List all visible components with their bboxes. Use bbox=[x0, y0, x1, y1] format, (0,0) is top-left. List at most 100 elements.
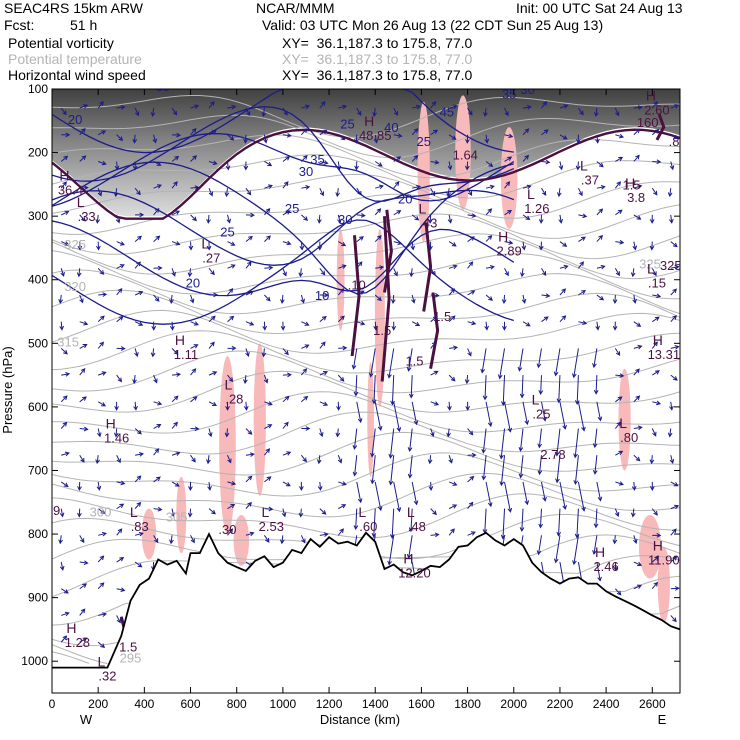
wind-vector bbox=[633, 584, 643, 590]
wind-vector bbox=[484, 134, 490, 144]
wind-vector bbox=[667, 428, 673, 438]
wind-vector bbox=[615, 156, 624, 162]
wind-shade-blob bbox=[253, 343, 266, 496]
wind-vector bbox=[97, 267, 105, 275]
extremum-type-label: L bbox=[580, 157, 588, 173]
extremum-value-label: .30 bbox=[218, 522, 236, 537]
wind-vector bbox=[541, 159, 551, 165]
wind-vector bbox=[263, 374, 269, 384]
wind-contour-label: 20 bbox=[68, 112, 82, 127]
wind-vector bbox=[517, 348, 524, 372]
wind-speed-contour bbox=[52, 220, 515, 297]
wind-vector bbox=[319, 508, 327, 515]
wind-vector bbox=[504, 133, 514, 139]
wind-vector bbox=[319, 160, 329, 165]
wind-contour-label: 25 bbox=[416, 134, 430, 149]
wind-vector bbox=[504, 401, 513, 433]
wind-vector bbox=[430, 187, 436, 197]
wind-vector bbox=[150, 348, 156, 358]
model-title: SEAC4RS 15km ARW bbox=[4, 0, 144, 16]
wind-vector bbox=[410, 241, 416, 251]
wind-vector bbox=[593, 108, 599, 118]
wind-vector bbox=[264, 424, 273, 429]
wind-vector bbox=[282, 481, 291, 487]
wind-vector bbox=[651, 341, 658, 349]
wind-vector bbox=[281, 508, 287, 518]
wind-vector bbox=[337, 288, 345, 296]
wind-vector bbox=[153, 207, 160, 216]
wind-vector bbox=[596, 294, 605, 301]
y-tick-label: 700 bbox=[28, 463, 48, 477]
wind-vector bbox=[354, 134, 359, 144]
wind-vector bbox=[356, 290, 365, 296]
wind-vector bbox=[522, 154, 530, 162]
wind-vector bbox=[206, 455, 211, 465]
wind-vector bbox=[504, 209, 513, 216]
x-tick-label: 2000 bbox=[500, 697, 527, 711]
wind-vector bbox=[317, 214, 322, 224]
wind-vector bbox=[61, 372, 71, 377]
wind-vector bbox=[59, 508, 65, 518]
wind-vector bbox=[77, 508, 82, 518]
wind-vector bbox=[670, 134, 679, 140]
wind-speed-contour bbox=[52, 106, 515, 202]
wind-vector bbox=[243, 375, 248, 385]
wind-vector bbox=[282, 451, 292, 456]
wind-vector bbox=[190, 155, 197, 162]
wind-vector bbox=[670, 264, 680, 270]
wind-vector bbox=[190, 535, 195, 544]
wind-vector bbox=[150, 108, 156, 118]
theta-contour bbox=[52, 472, 680, 518]
wind-vector bbox=[670, 528, 677, 536]
wind-vector bbox=[79, 637, 88, 643]
wind-vector bbox=[134, 187, 141, 196]
wind-vector bbox=[264, 161, 273, 167]
wind-vector bbox=[541, 316, 549, 323]
wind-vector bbox=[541, 293, 551, 298]
extremum-value-label: .27 bbox=[202, 251, 220, 266]
wind-vector bbox=[264, 184, 273, 189]
wind-vector bbox=[60, 107, 67, 116]
wind-vector bbox=[578, 320, 588, 326]
wind-vector bbox=[577, 401, 586, 432]
wind-vector bbox=[485, 294, 493, 301]
pv-shading-layer bbox=[52, 89, 680, 217]
extremum-type-label: L bbox=[407, 504, 415, 520]
extremum-type-label: H bbox=[106, 415, 116, 431]
wind-vector bbox=[153, 506, 163, 512]
wind-vector bbox=[227, 345, 237, 351]
wind-vector bbox=[171, 210, 181, 216]
wind-vector bbox=[390, 294, 396, 305]
wind-vector bbox=[61, 241, 70, 246]
wind-vector bbox=[60, 421, 68, 429]
wind-vector bbox=[467, 107, 473, 116]
pv-contour-segment bbox=[350, 235, 361, 357]
wind-vector bbox=[633, 454, 641, 462]
wind-vector bbox=[541, 129, 549, 136]
wind-vector bbox=[387, 535, 395, 566]
wind-vector bbox=[633, 425, 643, 431]
wind-contour-label: 25 bbox=[285, 201, 299, 216]
wind-vector bbox=[77, 481, 82, 491]
wind-vector bbox=[467, 320, 477, 326]
wind-vector bbox=[447, 214, 453, 224]
wind-vector bbox=[132, 134, 138, 144]
wind-vector bbox=[593, 375, 599, 395]
x-tick-label: 800 bbox=[227, 697, 247, 711]
wind-vector bbox=[615, 209, 623, 216]
wind-vector bbox=[575, 161, 581, 171]
extremum-type-label: L bbox=[201, 236, 209, 252]
wind-vector bbox=[338, 264, 347, 269]
wind-vector bbox=[428, 481, 434, 491]
wind-vector bbox=[578, 213, 588, 219]
wind-vector bbox=[59, 561, 65, 571]
wind-vector bbox=[300, 535, 306, 544]
wind-vector bbox=[208, 292, 219, 298]
wind-vector bbox=[449, 345, 459, 351]
wind-vector bbox=[153, 535, 159, 544]
wind-vector bbox=[371, 508, 377, 538]
wind-vector bbox=[153, 265, 163, 271]
wind-vector bbox=[97, 641, 106, 649]
wind-vector bbox=[97, 582, 105, 590]
wind-vector bbox=[58, 535, 63, 545]
